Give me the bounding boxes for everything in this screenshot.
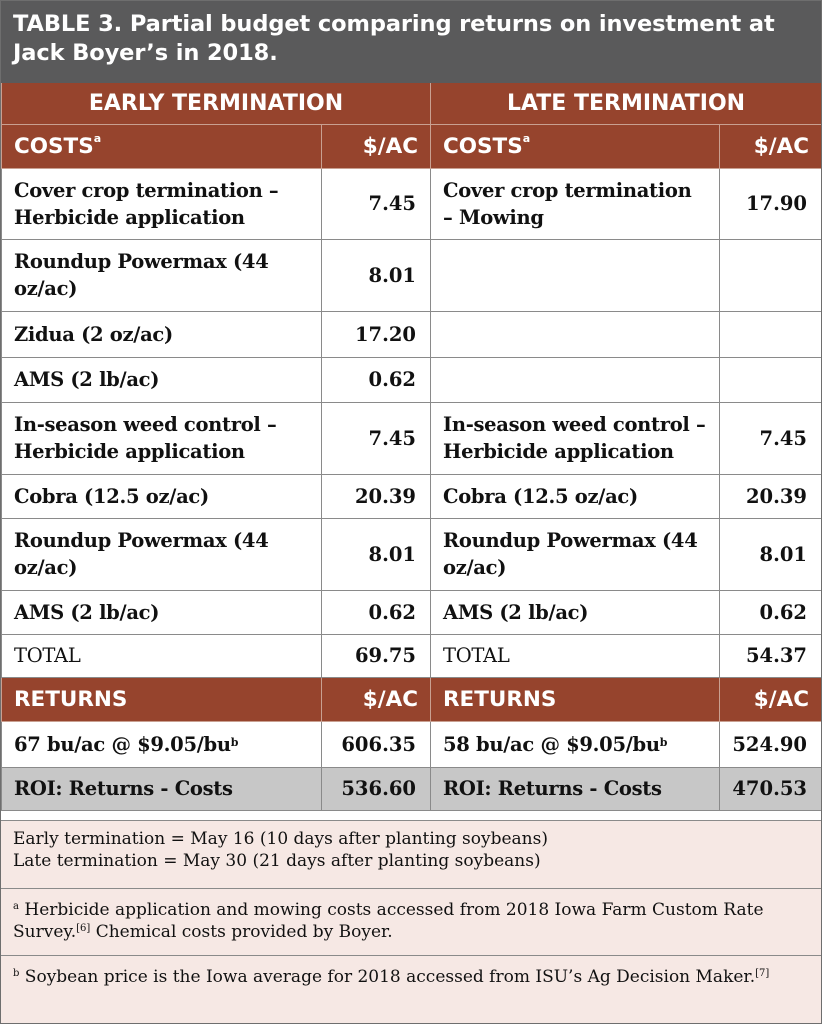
early-returns-item: 67 bu/ac @ $9.05/bub bbox=[1, 720, 322, 768]
late-returns-value: 524.90 bbox=[719, 720, 821, 768]
late-cost-item bbox=[430, 310, 720, 358]
late-cost-item bbox=[430, 238, 720, 312]
table-row: Roundup Powermax (44 oz/ac) 8.01 Roundup… bbox=[1, 517, 821, 591]
early-termination-date: Early termination = May 16 (10 days afte… bbox=[13, 829, 548, 849]
table-row: AMS (2 lb/ac) 0.62 AMS (2 lb/ac) 0.62 bbox=[1, 589, 821, 635]
late-cost-value: 20.39 bbox=[719, 473, 821, 519]
early-returns-label: RETURNS bbox=[1, 676, 322, 722]
late-cost-value bbox=[719, 238, 821, 312]
reference-7: [7] bbox=[755, 968, 770, 979]
early-cost-value: 17.20 bbox=[321, 310, 431, 358]
table-number: TABLE 3. bbox=[13, 11, 123, 37]
early-cost-item: Zidua (2 oz/ac) bbox=[1, 310, 322, 358]
late-returns-unit: $/AC bbox=[719, 676, 821, 722]
early-cost-item: Roundup Powermax (44 oz/ac) bbox=[1, 517, 322, 591]
early-returns-value: 606.35 bbox=[321, 720, 431, 768]
early-cost-value: 20.39 bbox=[321, 473, 431, 519]
late-termination-date: Late termination = May 30 (21 days after… bbox=[13, 851, 541, 871]
late-cost-value: 8.01 bbox=[719, 517, 821, 591]
late-returns-item: 58 bu/ac @ $9.05/bub bbox=[430, 720, 720, 768]
late-costs-label: COSTSa bbox=[430, 123, 720, 169]
footnote-a: a Herbicide application and mowing costs… bbox=[1, 888, 821, 955]
early-cost-item: AMS (2 lb/ac) bbox=[1, 589, 322, 635]
early-roi-label: ROI: Returns - Costs bbox=[1, 766, 322, 811]
termination-header-row: EARLY TERMINATION LATE TERMINATION bbox=[1, 83, 821, 125]
early-cost-item: In-season weed control – Herbicide appli… bbox=[1, 401, 322, 475]
late-total-label: TOTAL bbox=[430, 633, 720, 678]
returns-row: 67 bu/ac @ $9.05/bub 606.35 58 bu/ac @ $… bbox=[1, 720, 821, 768]
late-returns-label: RETURNS bbox=[430, 676, 720, 722]
costs-header-row: COSTSa $/AC COSTSa $/AC bbox=[1, 123, 821, 169]
table-title: TABLE 3. Partial budget comparing return… bbox=[1, 1, 821, 83]
late-termination-header: LATE TERMINATION bbox=[430, 83, 821, 125]
early-cost-value: 7.45 bbox=[321, 167, 431, 240]
roi-row: ROI: Returns - Costs 536.60 ROI: Returns… bbox=[1, 766, 821, 811]
late-cost-item: AMS (2 lb/ac) bbox=[430, 589, 720, 635]
table-row: Cover crop termination –Herbicide applic… bbox=[1, 167, 821, 240]
table-row: Cobra (12.5 oz/ac) 20.39 Cobra (12.5 oz/… bbox=[1, 473, 821, 519]
early-cost-value: 8.01 bbox=[321, 238, 431, 312]
termination-dates-note: Early termination = May 16 (10 days afte… bbox=[1, 820, 821, 888]
late-roi-value: 470.53 bbox=[719, 766, 821, 811]
table-row: Zidua (2 oz/ac) 17.20 bbox=[1, 310, 821, 358]
reference-6: [6] bbox=[76, 923, 91, 934]
early-cost-item: AMS (2 lb/ac) bbox=[1, 356, 322, 403]
early-cost-value: 8.01 bbox=[321, 517, 431, 591]
early-cost-item: Cobra (12.5 oz/ac) bbox=[1, 473, 322, 519]
late-roi-label: ROI: Returns - Costs bbox=[430, 766, 720, 811]
late-total-value: 54.37 bbox=[719, 633, 821, 678]
late-cost-item: In-season weed control – Herbicide appli… bbox=[430, 401, 720, 475]
early-cost-item: Roundup Powermax (44 oz/ac) bbox=[1, 238, 322, 312]
early-roi-value: 536.60 bbox=[321, 766, 431, 811]
early-returns-unit: $/AC bbox=[321, 676, 431, 722]
late-cost-item bbox=[430, 356, 720, 403]
early-cost-value: 0.62 bbox=[321, 589, 431, 635]
late-costs-unit: $/AC bbox=[719, 123, 821, 169]
table-row: Roundup Powermax (44 oz/ac) 8.01 bbox=[1, 238, 821, 312]
late-cost-value bbox=[719, 310, 821, 358]
total-row: TOTAL 69.75 TOTAL 54.37 bbox=[1, 633, 821, 678]
table-row: In-season weed control – Herbicide appli… bbox=[1, 401, 821, 475]
early-costs-label: COSTSa bbox=[1, 123, 322, 169]
returns-header-row: RETURNS $/AC RETURNS $/AC bbox=[1, 676, 821, 722]
early-cost-value: 0.62 bbox=[321, 356, 431, 403]
early-cost-item: Cover crop termination –Herbicide applic… bbox=[1, 167, 322, 240]
table-row: AMS (2 lb/ac) 0.62 bbox=[1, 356, 821, 403]
late-cost-value: 7.45 bbox=[719, 401, 821, 475]
late-cost-item: Cover crop termination – Mowing bbox=[430, 167, 720, 240]
table-caption: Partial budget comparing returns on inve… bbox=[13, 11, 775, 66]
late-cost-item: Roundup Powermax (44 oz/ac) bbox=[430, 517, 720, 591]
budget-table: EARLY TERMINATION LATE TERMINATION COSTS… bbox=[1, 83, 821, 811]
early-termination-header: EARLY TERMINATION bbox=[1, 83, 431, 125]
early-total-label: TOTAL bbox=[1, 633, 322, 678]
late-cost-value: 0.62 bbox=[719, 589, 821, 635]
late-cost-item: Cobra (12.5 oz/ac) bbox=[430, 473, 720, 519]
early-total-value: 69.75 bbox=[321, 633, 431, 678]
late-cost-value: 17.90 bbox=[719, 167, 821, 240]
late-cost-value bbox=[719, 356, 821, 403]
footnote-b: b Soybean price is the Iowa average for … bbox=[1, 955, 821, 1023]
early-cost-value: 7.45 bbox=[321, 401, 431, 475]
early-costs-unit: $/AC bbox=[321, 123, 431, 169]
